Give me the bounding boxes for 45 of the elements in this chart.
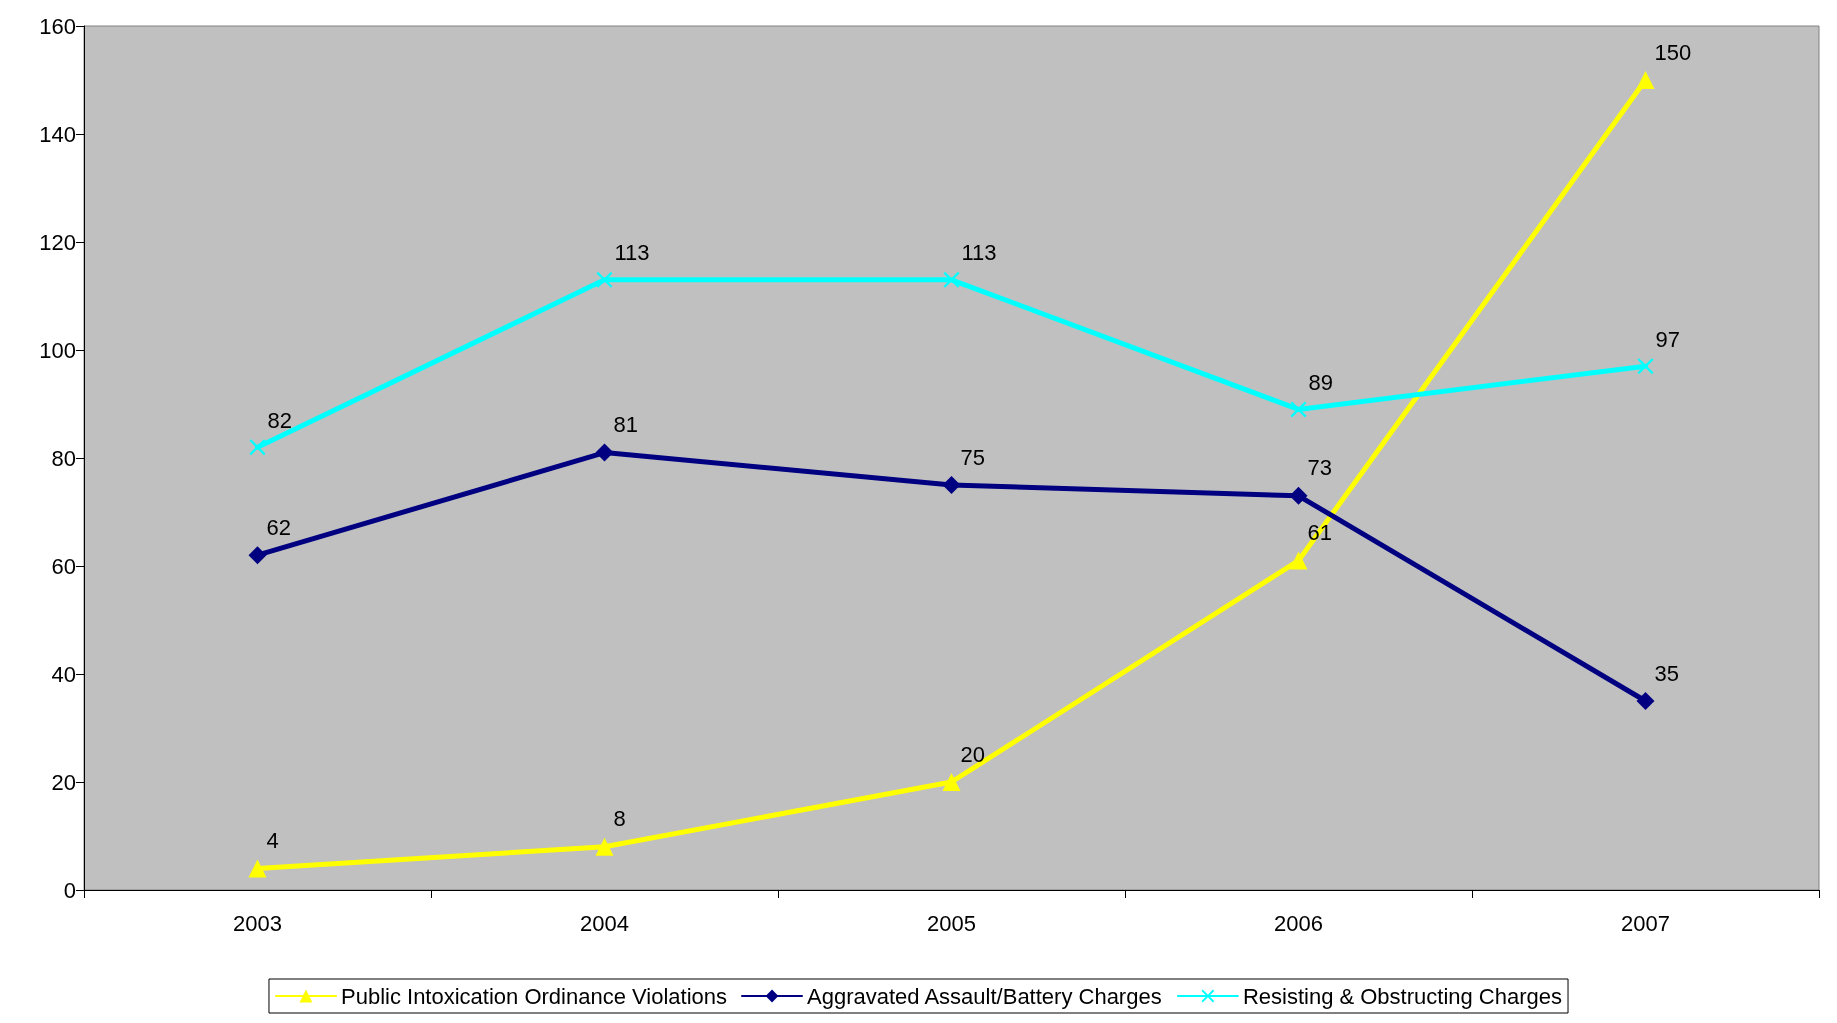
- data-label: 82: [267, 407, 292, 433]
- data-label: 89: [1308, 369, 1333, 395]
- x-tick-label: 2006: [1274, 910, 1323, 936]
- point: [249, 439, 266, 456]
- point: [595, 837, 614, 856]
- point: [942, 476, 961, 494]
- data-label: 113: [961, 240, 997, 266]
- y-tick-label: 160: [39, 13, 76, 39]
- data-label: 97: [1655, 326, 1680, 352]
- legend-label: Resisting & Obstructing Charges: [1242, 983, 1563, 1009]
- y-tick-label: 100: [39, 337, 76, 363]
- point: [248, 859, 267, 878]
- x-tick-label: 2005: [927, 910, 976, 936]
- data-label: 81: [613, 412, 638, 438]
- y-tick-label: 80: [51, 445, 76, 471]
- y-tick-label: 60: [51, 553, 76, 579]
- data-label: 4: [266, 827, 279, 853]
- legend-label: Public Intoxication Ordinance Violations: [340, 983, 728, 1009]
- y-tick-label: 140: [39, 121, 76, 147]
- point: [943, 271, 960, 288]
- point: [1290, 401, 1307, 418]
- point: [248, 546, 267, 565]
- point: [942, 773, 961, 791]
- point: [1636, 692, 1655, 710]
- y-tick-label: 40: [51, 661, 76, 687]
- point: [1636, 71, 1655, 89]
- point: [1289, 551, 1308, 570]
- data-label: 8: [613, 806, 626, 832]
- data-label: 75: [960, 444, 985, 470]
- y-tick-label: 20: [51, 769, 76, 795]
- x-tick-label: 2007: [1621, 910, 1670, 936]
- y-tick-label: 0: [63, 877, 76, 903]
- data-label: 20: [960, 741, 985, 767]
- data-label: 73: [1307, 455, 1332, 481]
- x-tick-label: 2003: [233, 910, 282, 936]
- point: [596, 271, 613, 288]
- data-label: 150: [1654, 39, 1692, 65]
- data-label: 113: [614, 240, 650, 266]
- legend-label: Aggravated Assault/Battery Charges: [807, 983, 1162, 1009]
- x-tick-label: 2004: [580, 910, 629, 936]
- data-label: 35: [1654, 660, 1679, 686]
- point: [1637, 358, 1654, 375]
- point: [595, 443, 614, 462]
- y-tick-label: 120: [39, 229, 76, 255]
- data-label: 62: [266, 514, 291, 540]
